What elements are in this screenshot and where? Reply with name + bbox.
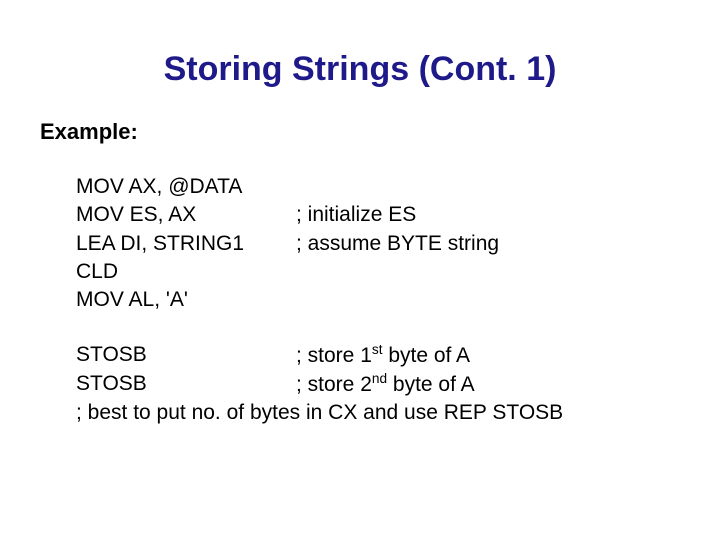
instr: MOV AL, 'A' <box>76 286 296 314</box>
code-line: CLD <box>76 258 680 286</box>
slide-title: Storing Strings (Cont. 1) <box>40 50 680 89</box>
comment <box>296 258 680 286</box>
ordinal-sup: nd <box>372 371 387 386</box>
comment: ; store 2nd byte of A <box>296 370 680 399</box>
comment: ; initialize ES <box>296 201 680 229</box>
instr: STOSB <box>76 370 296 399</box>
code-line: MOV ES, AX ; initialize ES <box>76 201 680 229</box>
comment: ; assume BYTE string <box>296 230 680 258</box>
comment-pre: ; store 1 <box>296 344 372 367</box>
example-heading: Example: <box>40 119 680 145</box>
code-block-2: STOSB ; store 1st byte of A STOSB ; stor… <box>76 341 680 428</box>
code-block-1: MOV AX, @DATA MOV ES, AX ; initialize ES… <box>76 173 680 315</box>
instr: CLD <box>76 258 296 286</box>
code-line: STOSB ; store 1st byte of A <box>76 341 680 370</box>
comment: ; store 1st byte of A <box>296 341 680 370</box>
comment <box>296 173 680 201</box>
comment <box>296 286 680 314</box>
code-line: LEA DI, STRING1 ; assume BYTE string <box>76 230 680 258</box>
instr: MOV ES, AX <box>76 201 296 229</box>
code-footer-line: ; best to put no. of bytes in CX and use… <box>76 399 680 427</box>
code-line: MOV AL, 'A' <box>76 286 680 314</box>
comment-post: byte of A <box>387 373 475 396</box>
code-line: MOV AX, @DATA <box>76 173 680 201</box>
instr: STOSB <box>76 341 296 370</box>
code-line: STOSB ; store 2nd byte of A <box>76 370 680 399</box>
instr: MOV AX, @DATA <box>76 173 296 201</box>
comment-pre: ; store 2 <box>296 373 372 396</box>
comment-post: byte of A <box>383 344 471 367</box>
slide: Storing Strings (Cont. 1) Example: MOV A… <box>0 0 720 540</box>
ordinal-sup: st <box>372 342 383 357</box>
instr: LEA DI, STRING1 <box>76 230 296 258</box>
